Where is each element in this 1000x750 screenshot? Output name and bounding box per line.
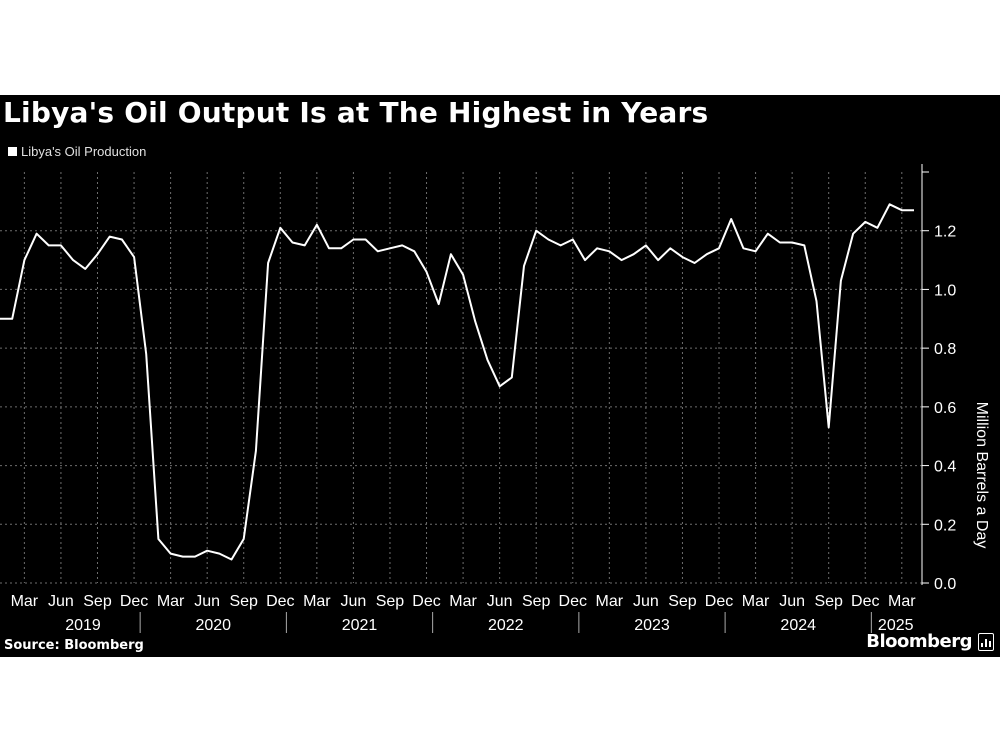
y-tick-label: 1.0 [934, 282, 956, 299]
x-month-tick-label: Sep [668, 593, 697, 610]
x-year-label: 2025 [878, 617, 914, 634]
x-year-label: 2019 [65, 617, 101, 634]
x-month-tick-label: Sep [376, 593, 405, 610]
brand-name: Bloomberg [866, 631, 972, 652]
series-layer [0, 203, 914, 561]
x-month-tick-label: Jun [487, 593, 513, 610]
x-month-tick-label: Dec [705, 593, 733, 610]
x-month-tick-label: Jun [779, 593, 805, 610]
grid-lines [0, 172, 922, 584]
chart-panel: Libya's Oil Output Is at The Highest in … [0, 95, 1000, 657]
x-month-tick-label: Mar [303, 593, 331, 610]
chart-title: Libya's Oil Output Is at The Highest in … [3, 96, 709, 129]
y-tick-label: 0.0 [934, 576, 956, 593]
x-month-tick-label: Mar [888, 593, 916, 610]
x-month-tick-label: Mar [157, 593, 185, 610]
x-axis: Mar Jun Sep Dec Mar Jun Sep Dec Mar Jun Sep Dec Mar J… [11, 593, 917, 634]
x-month-tick-label: Sep [83, 593, 112, 610]
x-year-label: 2020 [195, 617, 231, 634]
x-month-tick-label: Mar [449, 593, 477, 610]
legend-label: Libya's Oil Production [21, 144, 147, 159]
x-month-tick-label: Sep [814, 593, 843, 610]
x-month-tick-label: Sep [229, 593, 258, 610]
x-month-tick-label: Dec [559, 593, 587, 610]
x-month-tick-label: Dec [266, 593, 294, 610]
y-tick-label: 1.2 [934, 224, 956, 241]
legend: Libya's Oil Production [8, 144, 146, 159]
x-month-tick-label: Mar [596, 593, 624, 610]
x-month-tick-label: Dec [412, 593, 440, 610]
series-line [0, 203, 914, 561]
x-month-tick-label: Dec [120, 593, 148, 610]
x-month-tick-label: Sep [522, 593, 551, 610]
x-month-tick-label: Dec [851, 593, 879, 610]
x-month-tick-label: Jun [194, 593, 220, 610]
x-month-tick-label: Jun [48, 593, 74, 610]
y-axis: 0.0 0.2 0.4 0.6 0.8 1.0 1.2 [921, 164, 956, 593]
y-tick-label: 0.4 [934, 459, 956, 476]
brand-logo: Bloomberg [866, 631, 994, 652]
x-year-label: 2023 [634, 617, 670, 634]
x-month-tick-label: Jun [633, 593, 659, 610]
y-tick-label: 0.2 [934, 517, 956, 534]
chart-bars-icon [978, 632, 994, 651]
x-year-label: 2022 [488, 617, 524, 634]
x-month-tick-label: Mar [742, 593, 770, 610]
legend-swatch [8, 147, 17, 156]
y-tick-label: 0.6 [934, 400, 956, 417]
source-note: Source: Bloomberg [4, 638, 144, 653]
x-year-label: 2024 [780, 617, 816, 634]
x-year-label: 2021 [342, 617, 378, 634]
line-chart: 0.0 0.2 0.4 0.6 0.8 1.0 1.2 Mar Jun Sep Dec Mar Jun… [0, 164, 990, 634]
x-month-tick-label: Jun [341, 593, 367, 610]
y-tick-label: 0.8 [934, 341, 956, 358]
y-axis-title: Million Barrels a Day [973, 402, 990, 549]
x-month-tick-label: Mar [11, 593, 39, 610]
